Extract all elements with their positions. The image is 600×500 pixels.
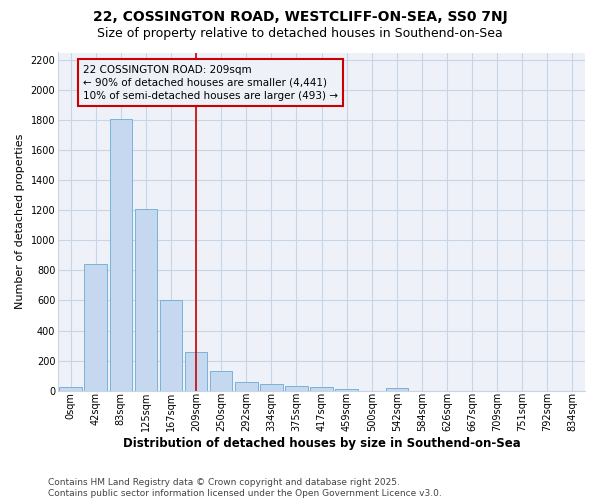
Bar bbox=[185, 352, 208, 391]
Bar bbox=[335, 389, 358, 390]
X-axis label: Distribution of detached houses by size in Southend-on-Sea: Distribution of detached houses by size … bbox=[122, 437, 520, 450]
Bar bbox=[134, 209, 157, 390]
Text: Size of property relative to detached houses in Southend-on-Sea: Size of property relative to detached ho… bbox=[97, 28, 503, 40]
Bar bbox=[235, 382, 257, 390]
Bar bbox=[210, 371, 232, 390]
Bar bbox=[59, 387, 82, 390]
Bar bbox=[285, 386, 308, 390]
Text: Contains HM Land Registry data © Crown copyright and database right 2025.
Contai: Contains HM Land Registry data © Crown c… bbox=[48, 478, 442, 498]
Bar bbox=[110, 118, 132, 390]
Text: 22 COSSINGTON ROAD: 209sqm
← 90% of detached houses are smaller (4,441)
10% of s: 22 COSSINGTON ROAD: 209sqm ← 90% of deta… bbox=[83, 64, 338, 101]
Bar bbox=[160, 300, 182, 390]
Y-axis label: Number of detached properties: Number of detached properties bbox=[15, 134, 25, 310]
Bar bbox=[310, 388, 333, 390]
Bar bbox=[260, 384, 283, 390]
Text: 22, COSSINGTON ROAD, WESTCLIFF-ON-SEA, SS0 7NJ: 22, COSSINGTON ROAD, WESTCLIFF-ON-SEA, S… bbox=[92, 10, 508, 24]
Bar bbox=[386, 388, 408, 390]
Bar bbox=[85, 264, 107, 390]
